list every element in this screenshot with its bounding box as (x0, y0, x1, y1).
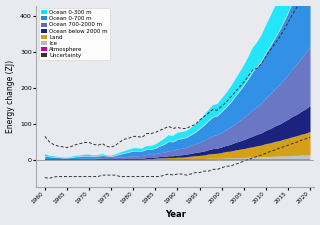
X-axis label: Year: Year (165, 210, 186, 219)
Y-axis label: Energy change (ZJ): Energy change (ZJ) (5, 59, 14, 133)
Legend: Ocean 0-300 m, Ocean 0-700 m, Ocean 700-2000 m, Ocean below 2000 m, Land, Ice, A: Ocean 0-300 m, Ocean 0-700 m, Ocean 700-… (39, 8, 110, 60)
